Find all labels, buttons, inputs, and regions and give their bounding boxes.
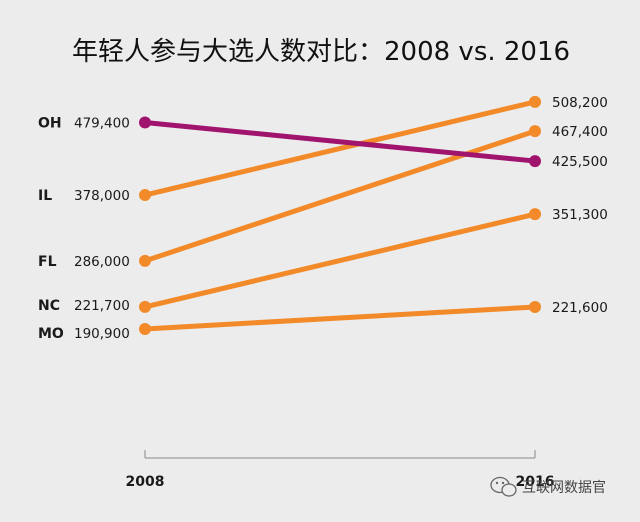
wechat-icon [490,476,517,497]
series-name-mo: MO [38,326,64,342]
value-label-nc-2008: 221,700 [74,298,130,314]
series-line-oh [142,120,538,164]
watermark: 互联网数据官 [490,476,606,497]
point-fl-2016 [529,125,541,138]
series-line-nc [142,211,538,310]
series-name-il: IL [38,188,52,204]
x-axis: 2008 2016 [126,450,555,490]
point-oh-2016 [529,155,541,168]
point-il-2008 [139,189,151,202]
value-label-fl-2008: 286,000 [74,254,130,270]
watermark-text: 互联网数据官 [522,480,606,496]
point-nc-2016 [529,208,541,221]
value-label-il-2016: 508,200 [552,95,608,111]
series-name-nc: NC [38,298,60,314]
point-oh-2008 [139,116,151,129]
value-label-nc-2016: 351,300 [552,207,608,223]
value-label-oh-2016: 425,500 [552,154,608,170]
point-nc-2008 [139,300,151,313]
point-mo-2016 [529,300,541,313]
x-tick-label-2016: 2016 [516,474,555,490]
point-fl-2008 [139,254,151,267]
series-line-il [142,99,538,198]
chart-title: 年轻人参与大选人数对比：2008 vs. 2016 [72,37,570,67]
value-label-il-2008: 378,000 [74,188,130,204]
series-name-oh: OH [38,116,62,132]
point-il-2016 [529,95,541,108]
series-line-mo [142,304,538,332]
series-name-fl: FL [38,254,57,270]
value-label-mo-2016: 221,600 [552,300,608,316]
chart-marks: OH 479,400 425,500 IL 378,000 508,200 FL 286,00… [38,95,608,342]
value-label-oh-2008: 479,400 [74,116,130,132]
value-label-fl-2016: 467,400 [552,124,608,140]
x-tick-label-2008: 2008 [126,474,165,490]
value-label-mo-2008: 190,900 [74,326,130,342]
point-mo-2008 [139,322,151,335]
